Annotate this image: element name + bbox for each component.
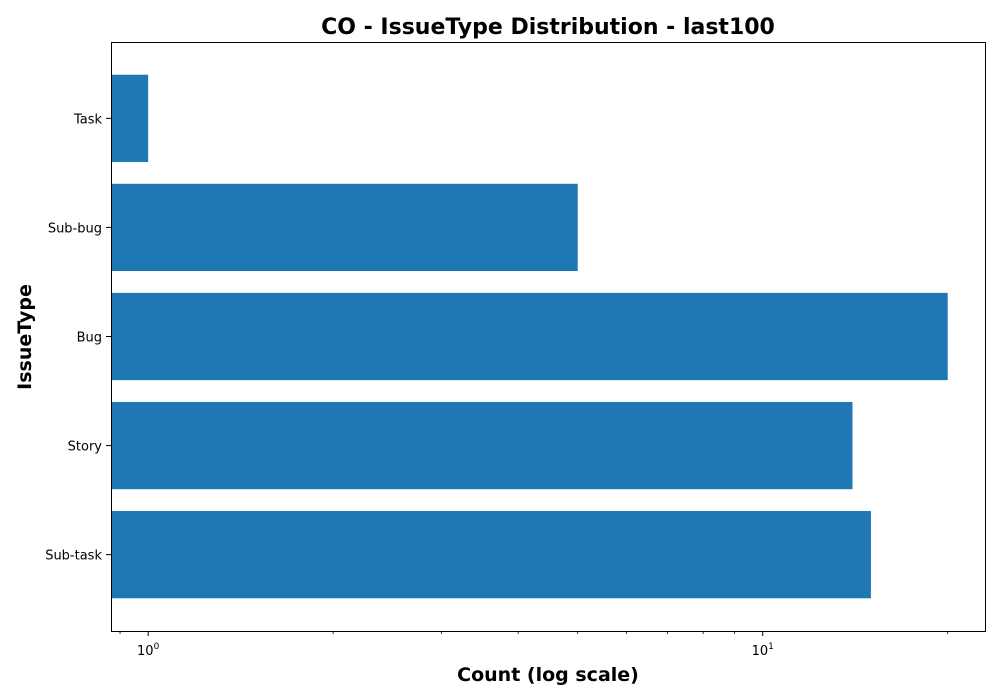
y-tick-label: Story bbox=[68, 440, 103, 455]
x-axis-label: Count (log scale) bbox=[457, 664, 639, 686]
y-tick-label: Bug bbox=[77, 331, 102, 346]
bars-group bbox=[111, 74, 948, 599]
bar-task bbox=[111, 74, 149, 162]
bar-story bbox=[111, 401, 853, 490]
bar-bug bbox=[111, 292, 948, 381]
y-tick-label: Sub-task bbox=[45, 549, 102, 564]
x-tick-label: 100 bbox=[137, 642, 160, 659]
chart-title: CO - IssueType Distribution - last100 bbox=[321, 15, 775, 40]
bar-sub-bug bbox=[111, 183, 578, 272]
bar-sub-task bbox=[111, 511, 871, 599]
x-tick-label: 101 bbox=[752, 642, 774, 659]
y-axis-label: IssueType bbox=[14, 284, 36, 390]
y-axis-ticks: Task Sub-bug Bug Story Sub-task bbox=[45, 112, 111, 564]
y-tick-label: Sub-bug bbox=[48, 221, 102, 236]
y-tick-label: Task bbox=[73, 112, 103, 127]
x-axis-ticks: 100 101 bbox=[119, 631, 949, 659]
plot-frame bbox=[111, 42, 986, 632]
